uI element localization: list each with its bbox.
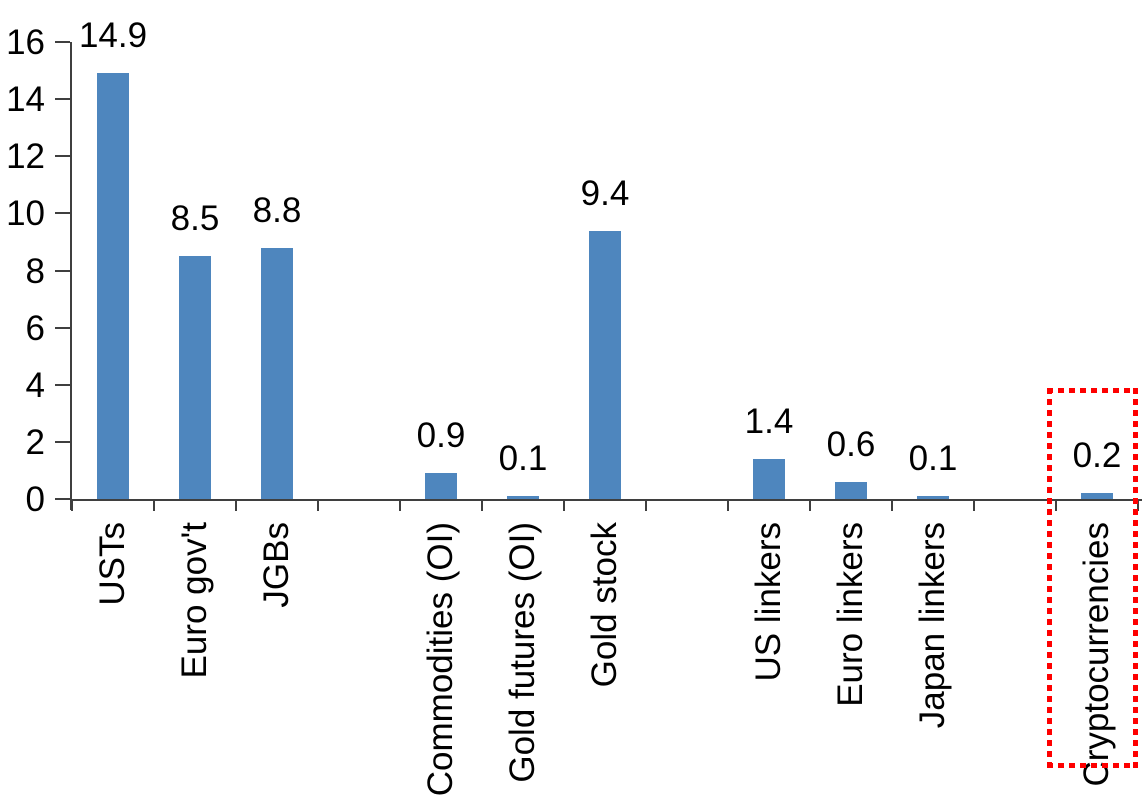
plot-area: 0 2 4 6 8 10 12 14 16 14.9 8.5 8.8 0.9 0.1 9.4 1.4 0.6 0.…	[6, 18, 1142, 517]
bar-value-label: 8.5	[170, 199, 220, 239]
y-axis-label: 12	[6, 137, 45, 177]
x-axis-tick	[727, 501, 729, 511]
bar-value-label: 0.6	[826, 424, 876, 464]
bar	[834, 481, 868, 499]
x-axis-tick	[317, 501, 319, 511]
y-axis-tick	[55, 155, 70, 158]
x-axis-tick	[399, 501, 401, 511]
bar-value-label: 14.9	[78, 16, 148, 56]
bar-value-label: 0.1	[908, 439, 958, 479]
y-axis-label: 0	[25, 480, 45, 519]
x-category-slot: USTs	[72, 522, 154, 780]
x-category-label: Euro gov't	[175, 522, 214, 679]
x-axis-tick	[809, 501, 811, 511]
x-axis-tick	[153, 501, 155, 511]
x-category-slot: US linkers	[728, 522, 810, 780]
y-axis-label: 16	[6, 23, 45, 62]
y-axis-tick	[55, 212, 70, 215]
bar	[916, 496, 950, 499]
x-axis-tick	[891, 501, 893, 511]
x-category-slot: Gold futures (OI)	[482, 522, 564, 783]
x-axis-line	[70, 499, 1142, 501]
bar-value-label: 0.1	[498, 439, 548, 479]
bar	[506, 496, 540, 499]
x-category-slot: Japan linkers	[892, 522, 974, 780]
bar	[752, 459, 786, 499]
bar-value-label: 0.9	[416, 416, 466, 456]
x-category-slot	[974, 522, 1056, 780]
bar	[260, 247, 294, 499]
y-axis-label: 4	[25, 365, 45, 405]
x-category-label: Gold futures (OI)	[503, 522, 542, 783]
y-axis-tick	[55, 440, 70, 443]
bar-value-label: 1.4	[744, 402, 794, 442]
bar	[588, 230, 622, 499]
bar	[96, 73, 130, 499]
y-axis-label: 8	[25, 251, 45, 291]
y-axis-label: 2	[25, 422, 45, 462]
bar-value-label: 9.4	[580, 173, 630, 213]
y-axis-tick	[55, 98, 70, 101]
x-axis-tick	[973, 501, 975, 511]
x-category-slot	[646, 522, 728, 780]
x-category-label: USTs	[93, 522, 132, 606]
x-category-slot: Euro gov't	[154, 522, 236, 780]
x-axis-tick	[1137, 501, 1139, 511]
x-category-slot: JGBs	[236, 522, 318, 780]
x-category-label: Euro linkers	[831, 522, 870, 707]
y-axis-label: 10	[6, 194, 45, 234]
y-axis-line	[70, 42, 72, 510]
y-axis-label: 6	[25, 308, 45, 348]
y-axis-label: 14	[6, 80, 45, 120]
x-category-slot	[318, 522, 400, 780]
x-axis-tick	[563, 501, 565, 511]
x-category-label: Japan linkers	[913, 522, 952, 729]
y-axis-tick	[55, 326, 70, 329]
highlight-box	[1047, 388, 1138, 768]
bar	[178, 256, 212, 499]
y-axis-tick	[55, 498, 70, 500]
y-axis-tick	[55, 269, 70, 272]
x-category-label: Commodities (OI)	[421, 522, 460, 796]
x-category-slot: Commodities (OI)	[400, 522, 482, 796]
x-axis-tick	[645, 501, 647, 511]
x-category-label: US linkers	[749, 522, 788, 682]
x-category-slot: Euro linkers	[810, 522, 892, 780]
x-category-label: Gold stock	[585, 522, 624, 688]
y-axis-tick	[55, 383, 70, 386]
x-axis-tick	[71, 501, 73, 511]
x-category-label: JGBs	[257, 522, 296, 608]
x-axis-tick	[481, 501, 483, 511]
x-axis-tick	[235, 501, 237, 511]
bar-value-label: 8.8	[252, 190, 302, 230]
y-axis-tick	[55, 41, 70, 43]
x-category-labels: USTs Euro gov't JGBs Commodities (OI) Gold f…	[72, 522, 1138, 796]
bar-chart: 0 2 4 6 8 10 12 14 16 14.9 8.5 8.8 0.9 0.1 9.4 1.4 0.6 0.…	[6, 18, 1142, 796]
x-category-slot: Gold stock	[564, 522, 646, 780]
bar	[424, 473, 458, 499]
